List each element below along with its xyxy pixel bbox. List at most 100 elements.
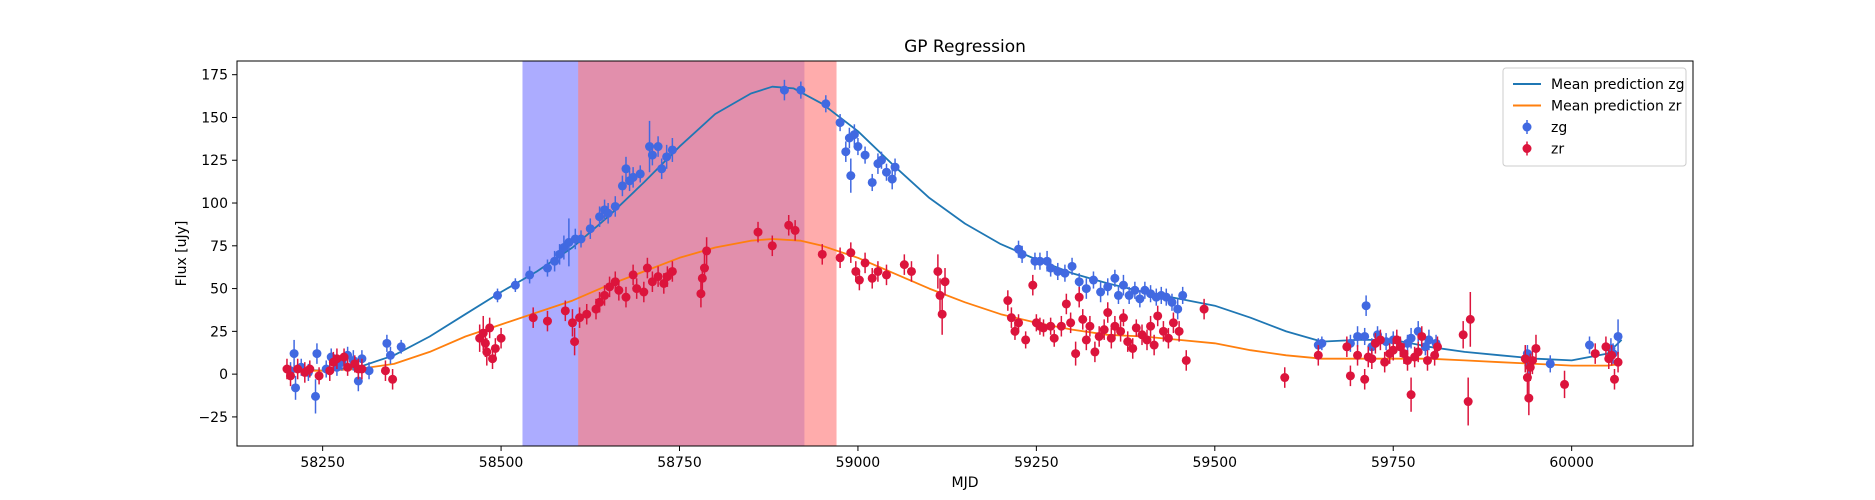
y-tick-label-125: 125: [201, 153, 228, 169]
point-zr-39: [632, 278, 642, 299]
marker-zr-61: [867, 273, 877, 283]
marker-zr-57: [846, 248, 856, 258]
point-zr-87: [1081, 329, 1091, 351]
point-zg-54: [860, 146, 870, 164]
marker-zr-134: [1432, 342, 1442, 352]
point-zg-22: [542, 259, 552, 277]
marker-zr-34: [605, 282, 615, 292]
marker-zr-19: [482, 347, 492, 357]
point-zg-71: [1081, 278, 1091, 299]
observation-points: [282, 79, 1623, 426]
marker-zr-35: [610, 277, 620, 287]
point-zr-2: [293, 358, 303, 380]
point-zr-64: [899, 254, 909, 275]
marker-zr-68: [937, 309, 947, 319]
point-zr-82: [1061, 293, 1071, 315]
point-zr-51: [753, 221, 763, 243]
point-zr-68: [937, 293, 947, 335]
marker-zr-1: [286, 371, 296, 381]
point-zr-89: [1090, 341, 1100, 363]
marker-zr-79: [1046, 321, 1056, 331]
point-zg-68: [1060, 264, 1070, 282]
point-zr-109: [1181, 350, 1191, 371]
marker-zr-20: [485, 323, 495, 333]
marker-zg-2: [291, 383, 301, 393]
marker-zg-20: [510, 280, 520, 290]
marker-zr-40: [639, 287, 649, 297]
point-zg-47: [821, 95, 831, 113]
point-zr-30: [582, 303, 592, 325]
x-tick-label-58750: 58750: [657, 455, 702, 471]
marker-zr-95: [1116, 326, 1126, 336]
point-zr-144: [1560, 370, 1570, 399]
point-zr-53: [784, 215, 794, 236]
marker-zr-81: [1056, 321, 1066, 331]
marker-zr-123: [1388, 345, 1398, 355]
point-zr-65: [906, 261, 916, 282]
y-tick-label-0: 0: [219, 367, 228, 383]
point-zr-104: [1153, 305, 1163, 327]
marker-zr-121: [1380, 357, 1390, 367]
marker-zr-120: [1375, 335, 1385, 345]
point-zr-132: [1422, 350, 1432, 371]
point-zg-52: [849, 124, 859, 145]
marker-zg-53: [853, 142, 863, 152]
y-tick-label-175: 175: [201, 68, 228, 84]
marker-zg-67: [1053, 266, 1063, 276]
point-zr-113: [1342, 336, 1352, 358]
point-zg-80: [1135, 290, 1145, 308]
point-zg-59: [887, 168, 897, 190]
point-zg-78: [1124, 286, 1134, 304]
point-zg-60: [890, 158, 900, 176]
point-zr-28: [570, 327, 580, 356]
marker-zr-15: [388, 374, 398, 384]
marker-zr-128: [1406, 390, 1416, 400]
marker-zg-15: [364, 366, 374, 376]
point-zg-16: [382, 334, 392, 352]
marker-zr-41: [642, 263, 652, 273]
marker-zg-6: [312, 349, 322, 359]
point-zr-14: [380, 360, 390, 381]
point-zg-77: [1118, 274, 1128, 296]
point-zg-33: [610, 196, 620, 217]
point-zr-56: [835, 247, 845, 269]
marker-zg-85: [1161, 292, 1171, 302]
marker-zr-60: [860, 258, 870, 268]
marker-zr-84: [1071, 349, 1081, 359]
marker-zr-22: [490, 343, 500, 353]
marker-zr-126: [1399, 349, 1409, 359]
point-zg-49: [841, 141, 851, 162]
point-zg-34: [617, 175, 627, 197]
marker-zg-57: [876, 155, 886, 165]
marker-zr-69: [940, 277, 950, 287]
point-zr-135: [1458, 321, 1468, 349]
marker-zr-13: [357, 364, 367, 374]
marker-zg-24: [555, 249, 565, 259]
marker-zg-90: [1317, 338, 1327, 348]
marker-zr-54: [790, 225, 800, 235]
marker-zr-115: [1353, 350, 1363, 360]
point-zr-29: [575, 307, 585, 328]
marker-zr-31: [591, 304, 601, 314]
point-zr-81: [1056, 315, 1066, 337]
legend-item-2: zg: [1522, 120, 1567, 136]
marker-zg-108: [1545, 359, 1555, 369]
point-zr-8: [332, 348, 342, 369]
point-zr-24: [528, 307, 538, 328]
point-zg-2: [291, 375, 301, 400]
point-zg-43: [662, 144, 672, 169]
marker-zg-54: [860, 150, 870, 160]
point-zr-92: [1103, 302, 1113, 323]
marker-zr-124: [1392, 335, 1402, 345]
marker-zr-42: [647, 277, 657, 287]
x-tick-label-58500: 58500: [479, 455, 524, 471]
marker-zg-80: [1135, 294, 1145, 304]
point-zg-73: [1096, 281, 1106, 303]
marker-zr-114: [1345, 371, 1355, 381]
marker-zr-9: [339, 352, 349, 362]
marker-zr-93: [1106, 333, 1116, 343]
point-zr-143: [1531, 334, 1541, 363]
point-zr-22: [490, 338, 500, 359]
marker-zr-144: [1560, 379, 1570, 389]
marker-zg-18: [396, 342, 406, 352]
